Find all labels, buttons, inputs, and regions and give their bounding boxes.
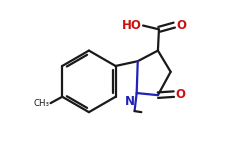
Text: CH₃: CH₃ — [34, 99, 50, 108]
Text: N: N — [124, 95, 134, 108]
Text: O: O — [176, 19, 186, 32]
Text: HO: HO — [122, 19, 142, 32]
Text: O: O — [176, 88, 186, 101]
